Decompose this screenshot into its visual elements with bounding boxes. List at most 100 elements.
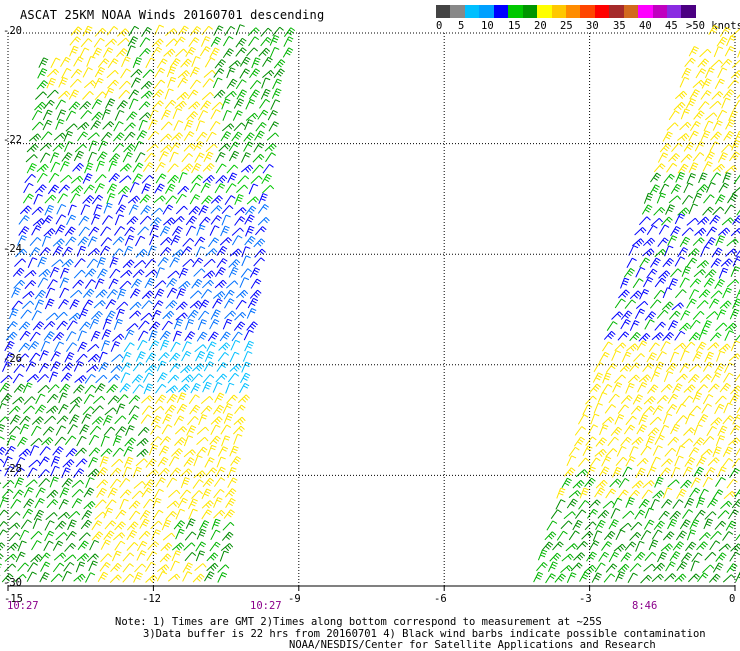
wind-barb — [78, 342, 87, 352]
wind-barb — [35, 498, 45, 508]
wind-barb — [53, 239, 64, 247]
wind-barb — [123, 574, 134, 582]
wind-barb — [650, 258, 660, 267]
wind-barb — [717, 351, 725, 361]
y-tick-label: -26 — [3, 353, 22, 365]
wind-barb — [538, 550, 547, 560]
wind-barb — [97, 152, 107, 161]
wind-barb — [675, 574, 686, 582]
wind-barb — [106, 500, 117, 509]
wind-barb — [43, 120, 52, 130]
wind-barb — [690, 320, 701, 329]
wind-barb — [580, 488, 589, 498]
wind-barb — [38, 69, 47, 79]
wind-barb — [560, 565, 572, 572]
wind-barb — [216, 374, 227, 382]
wind-barb — [215, 60, 226, 69]
wind-barb — [9, 309, 18, 319]
wind-barb — [54, 342, 63, 352]
wind-barb — [557, 531, 567, 540]
wind-barb — [73, 163, 84, 171]
wind-barb — [270, 47, 279, 57]
wind-barb — [170, 59, 180, 68]
wind-barb — [77, 436, 87, 446]
wind-barb — [59, 393, 68, 403]
wind-barb — [145, 259, 156, 267]
wind-barb — [46, 512, 58, 519]
wind-barb — [238, 395, 249, 403]
wind-barb — [678, 208, 689, 215]
wind-barb — [172, 226, 182, 235]
wind-barb — [47, 90, 58, 98]
wind-barb — [246, 226, 255, 236]
wind-barb — [626, 383, 635, 393]
wind-barb — [669, 111, 679, 120]
wind-barb — [79, 216, 89, 225]
wind-barb — [659, 511, 670, 520]
wind-barb — [714, 47, 723, 57]
wind-barb — [59, 185, 70, 193]
wind-barb — [270, 35, 279, 45]
wind-barb — [689, 163, 698, 173]
wind-barb — [213, 78, 222, 88]
wind-barb — [160, 145, 171, 153]
wind-barb — [705, 68, 714, 78]
wind-barb — [651, 218, 662, 225]
wind-barb — [628, 375, 639, 383]
wind-barb — [691, 561, 699, 571]
wind-barb — [149, 341, 159, 351]
wind-barb — [198, 320, 207, 330]
wind-barb — [40, 153, 50, 163]
wind-barb — [43, 110, 52, 120]
wind-barb — [613, 383, 622, 393]
wind-barb — [711, 373, 721, 383]
wind-barb — [683, 467, 692, 477]
wind-barb — [143, 70, 154, 78]
wind-barb — [139, 531, 150, 539]
wind-barb — [668, 519, 677, 529]
wind-barb — [42, 437, 53, 445]
wind-barb — [262, 174, 272, 183]
wind-barb — [698, 414, 708, 423]
wind-barb — [168, 271, 180, 278]
wind-barb — [167, 478, 177, 487]
wind-barb — [113, 143, 124, 151]
wind-barb — [120, 499, 129, 509]
wind-barb — [211, 530, 220, 540]
wind-barb — [139, 102, 150, 110]
wind-barb — [652, 574, 663, 581]
wind-barb — [703, 436, 714, 444]
wind-barb — [620, 523, 632, 530]
wind-barb — [62, 363, 73, 371]
wind-barb — [107, 385, 118, 393]
wind-barb — [200, 47, 210, 56]
wind-barb — [118, 186, 129, 194]
wind-barb — [626, 416, 637, 425]
wind-barb — [39, 457, 49, 466]
wind-barb — [690, 121, 700, 130]
wind-barb — [46, 406, 58, 413]
wind-barb — [115, 522, 126, 530]
wind-barb — [28, 341, 39, 350]
wind-barb — [69, 313, 81, 320]
wind-barb — [160, 554, 171, 562]
wind-barb — [140, 48, 151, 56]
wind-barb — [38, 385, 49, 393]
wind-barb — [723, 575, 734, 582]
wind-barb — [552, 542, 563, 550]
wind-barb — [113, 237, 124, 245]
wind-barb — [644, 564, 656, 571]
wind-barb — [616, 457, 627, 465]
wind-barb — [664, 372, 673, 382]
wind-barb — [66, 111, 76, 121]
wind-barb — [143, 373, 153, 383]
wind-barb — [127, 216, 138, 224]
wind-barb — [137, 438, 148, 445]
wind-barb — [213, 405, 223, 414]
wind-barb — [134, 260, 146, 267]
wind-barb — [35, 290, 46, 299]
wind-barb — [222, 205, 233, 213]
wind-barb — [124, 447, 133, 457]
wind-barb — [23, 194, 33, 203]
wind-barb — [624, 268, 634, 277]
